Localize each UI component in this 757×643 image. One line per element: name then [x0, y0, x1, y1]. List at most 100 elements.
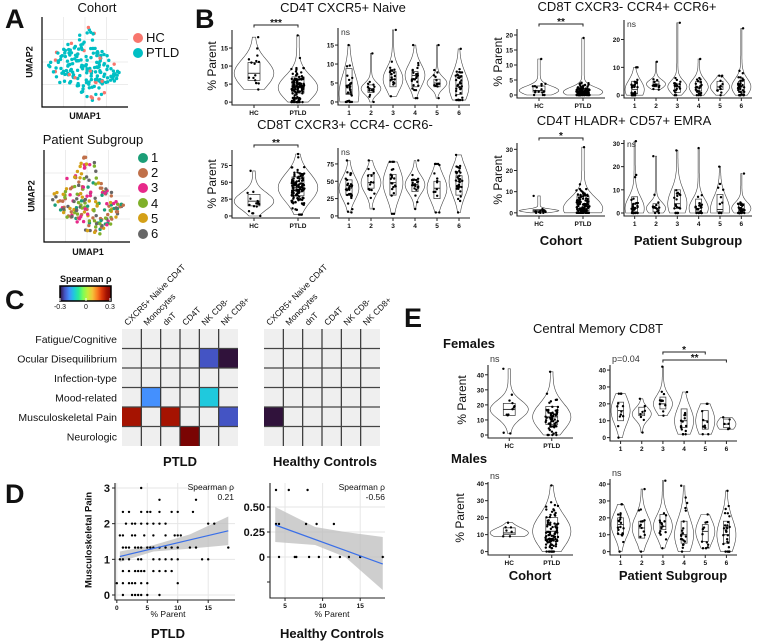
data-point: [705, 541, 709, 544]
data-point: [739, 76, 742, 79]
violin-HC: [518, 195, 560, 214]
data-point: [674, 211, 677, 215]
data-point: [317, 555, 321, 559]
axis-line: [114, 483, 235, 601]
data-point: [617, 528, 620, 532]
data-point: [460, 71, 464, 74]
y-tick-label: 10: [599, 418, 607, 425]
data-point: [553, 532, 557, 536]
data-point: [699, 91, 703, 95]
heatmap-cell: [264, 407, 284, 427]
data-point: [582, 36, 585, 40]
data-point: [118, 534, 122, 537]
umap-point: [105, 223, 109, 227]
data-point: [661, 525, 664, 528]
data-point: [698, 204, 701, 207]
x-axis-label-subgroup: Patient Subgroup: [618, 568, 728, 583]
data-point: [583, 208, 586, 211]
data-point: [372, 100, 375, 104]
data-point: [133, 582, 137, 585]
axis-line: [269, 483, 385, 599]
colorbar-tick-label: 0: [84, 304, 88, 311]
x-tick-label: 4: [413, 223, 417, 230]
data-point: [300, 71, 303, 74]
data-point: [248, 203, 251, 207]
y-tick-label: 30: [477, 387, 485, 394]
data-point: [346, 171, 349, 174]
data-point: [639, 412, 642, 416]
data-point: [578, 93, 581, 97]
legend-label: 5: [151, 210, 159, 226]
data-point: [635, 173, 638, 177]
umap-point: [105, 80, 110, 84]
data-point: [417, 84, 420, 87]
data-point: [738, 211, 741, 215]
data-point: [741, 72, 745, 75]
umap-point: [95, 74, 100, 78]
umap-point: [92, 209, 96, 213]
data-point: [552, 509, 556, 512]
data-point: [680, 428, 684, 431]
data-point: [505, 529, 508, 532]
data-point: [636, 205, 639, 209]
data-point: [553, 503, 557, 507]
data-point: [546, 523, 549, 526]
umap-point: [102, 208, 107, 212]
data-point: [345, 65, 349, 68]
data-point: [719, 196, 723, 199]
data-point: [620, 410, 623, 413]
data-point: [458, 70, 461, 74]
x-tick-label: 4: [697, 221, 701, 228]
data-point: [298, 85, 301, 88]
data-point: [641, 520, 644, 523]
data-point: [634, 202, 637, 205]
y-tick-label: 0: [330, 213, 334, 220]
data-point: [130, 582, 134, 585]
data-point: [683, 417, 686, 420]
data-point: [136, 569, 140, 573]
row-label: Musculoskeletal Pain: [18, 412, 117, 424]
data-point: [350, 100, 354, 104]
data-point: [454, 94, 458, 97]
data-point: [296, 171, 299, 174]
data-point: [706, 513, 709, 516]
umap-point: [89, 74, 93, 78]
data-point: [133, 546, 137, 549]
violin-1: [610, 393, 631, 438]
data-point: [373, 85, 376, 89]
data-point: [372, 83, 375, 86]
data-point: [723, 524, 727, 527]
data-point: [677, 206, 681, 209]
data-point: [585, 187, 588, 191]
data-point: [436, 177, 439, 180]
umap-point: [61, 210, 66, 215]
annotation-label: ns: [341, 147, 350, 157]
data-point: [297, 185, 301, 189]
data-point: [460, 185, 463, 189]
data-point: [586, 203, 589, 206]
box-5: [701, 524, 709, 542]
data-point: [370, 188, 373, 192]
data-point: [658, 521, 662, 524]
data-point: [633, 93, 636, 96]
data-point: [252, 190, 255, 194]
data-point: [739, 79, 742, 83]
data-point: [694, 82, 698, 85]
data-point: [139, 582, 143, 585]
umap-point: [93, 199, 98, 204]
umap-point: [110, 217, 114, 221]
data-point: [458, 174, 461, 178]
data-point: [553, 522, 556, 525]
data-point: [641, 431, 644, 434]
data-point: [411, 68, 414, 72]
axis-line: [487, 482, 573, 556]
data-point: [742, 78, 745, 82]
data-point: [152, 534, 155, 537]
y-tick-label: 10: [613, 65, 621, 72]
data-point: [256, 199, 259, 203]
panel-label-d: D: [5, 479, 25, 509]
data-point: [456, 197, 460, 201]
data-point: [555, 411, 558, 414]
data-point: [680, 550, 684, 553]
data-point: [720, 75, 723, 78]
